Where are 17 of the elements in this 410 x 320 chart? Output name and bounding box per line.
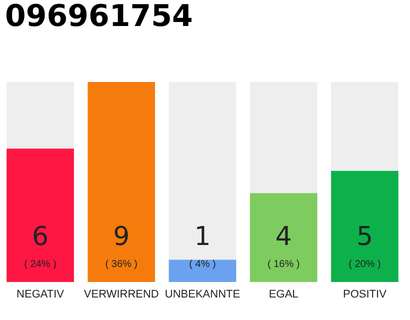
data-label: 6 — [32, 222, 49, 252]
data-label: 1 — [194, 222, 211, 252]
x-tick-label: EGAL — [268, 288, 298, 300]
annotation: ( 24% ) — [24, 259, 56, 270]
annotation: ( 20% ) — [348, 259, 381, 270]
annotation: ( 36% ) — [105, 259, 138, 270]
x-tick-label: NEGATIV — [16, 288, 65, 300]
annotation: ( 16% ) — [267, 259, 300, 270]
x-tick-label: VERWIRREND — [84, 288, 159, 300]
x-tick-label: POSITIV — [343, 288, 388, 300]
chart-title: 096961754 — [5, 0, 193, 34]
data-label: 9 — [113, 222, 130, 252]
data-label: 4 — [275, 222, 292, 252]
data-label: 5 — [356, 222, 373, 252]
x-tick-label: UNBEKANNTE — [164, 288, 240, 300]
annotation: ( 4% ) — [189, 259, 216, 270]
bar — [168, 260, 236, 282]
